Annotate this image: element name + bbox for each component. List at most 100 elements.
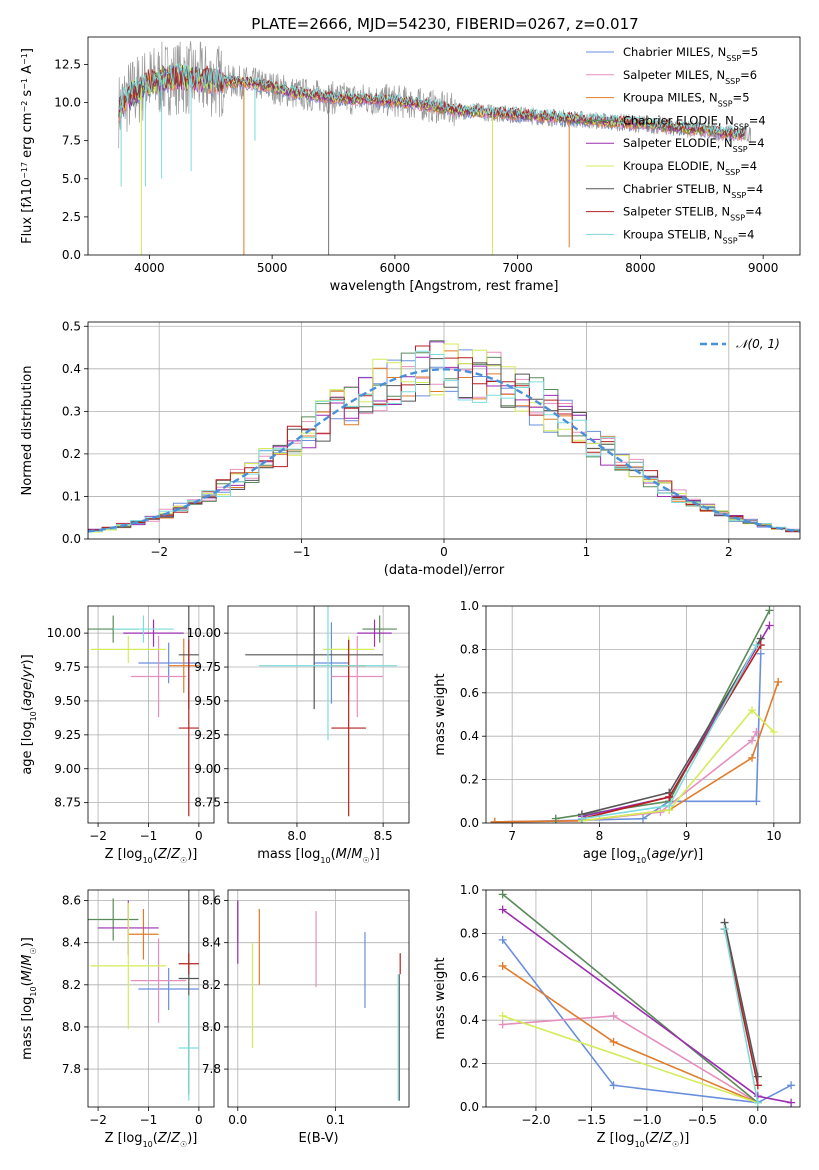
mass-weight-line	[501, 939, 792, 1104]
y-axis-label: age [log10(age/yr)]	[20, 654, 38, 774]
x-tick-label: 9000	[748, 261, 779, 275]
y-tick-label: 1.0	[460, 599, 479, 613]
chart-mass-vs-Z: −2 −1 0 7.8 8.0 8.2 8.4 8.6 Z [log10(Z/Z☉)] mass …	[20, 889, 215, 1149]
histogram-step	[88, 350, 800, 539]
y-tick-label: 7.8	[62, 1062, 81, 1076]
y-tick-label: 7.5	[62, 134, 81, 148]
y-tick-label: 1.0	[460, 883, 479, 897]
y-tick-label: 9.00	[194, 762, 221, 776]
legend-entry: Kroupa MILES, NSSP=5	[623, 91, 750, 109]
mass-weight-marker	[756, 649, 765, 658]
mass-weight-line	[502, 965, 759, 1104]
axes-frame	[485, 605, 801, 824]
x-tick-label: 8	[596, 829, 604, 843]
axes-frame	[87, 321, 801, 540]
y-tick-label: 0.0	[62, 248, 81, 262]
x-tick-label: −1.0	[632, 1113, 661, 1127]
x-axis-label: Z [log10(Z/Z☉)]	[105, 847, 198, 865]
gaussian-curve	[88, 368, 800, 533]
y-tick-label: 10.00	[187, 626, 221, 640]
mass-weight-marker	[765, 621, 774, 630]
y-tick-label: 0.4	[460, 729, 479, 743]
x-tick-label: 10	[766, 829, 781, 843]
x-tick-label: 6000	[380, 261, 411, 275]
x-tick-label: 0	[440, 545, 448, 559]
x-axis-label: wavelength [Angstrom, rest frame]	[330, 279, 559, 294]
mass-weight-marker	[498, 1020, 507, 1029]
mass-weight-line	[723, 922, 759, 1077]
legend-entry: Salpeter MILES, NSSP=6	[623, 68, 757, 86]
x-tick-label: −2	[89, 829, 107, 843]
x-tick-label: −1.5	[577, 1113, 606, 1127]
mass-weight-line	[723, 928, 759, 1103]
mass-weight-marker	[748, 753, 757, 762]
mass-weight-line	[502, 893, 759, 1104]
axes-frame	[87, 36, 801, 256]
mass-weight-marker	[748, 736, 757, 745]
axes-frame	[227, 889, 410, 1108]
y-tick-label: 0.0	[62, 532, 81, 546]
y-tick-label: 8.2	[62, 978, 81, 992]
y-tick-label: 5.0	[62, 172, 81, 186]
x-axis-label: age [log10(age/yr)]	[583, 847, 703, 865]
x-tick-label: 8.5	[374, 829, 393, 843]
mass-weight-marker	[769, 727, 778, 736]
mass-weight-marker	[720, 925, 729, 934]
x-tick-label: 8000	[625, 261, 656, 275]
y-axis-label: mass [log10(M/M☉)]	[20, 937, 38, 1060]
model-spectrum-line	[118, 62, 745, 136]
mass-weight-marker	[498, 935, 507, 944]
x-tick-label: −2	[150, 545, 168, 559]
x-tick-label: 0.1	[326, 1113, 345, 1127]
y-tick-label: 8.75	[54, 796, 81, 810]
y-tick-label: 0.0	[460, 1100, 479, 1114]
mass-weight-marker	[753, 1098, 762, 1107]
y-axis-label: Flux [fλ10−17 erg cm−2 s−1 A−1]	[20, 48, 36, 244]
mass-weight-marker	[787, 1098, 796, 1107]
legend-entry: Salpeter ELODIE, NSSP=4	[623, 136, 765, 154]
x-tick-label: 0	[195, 829, 203, 843]
axes-frame	[87, 889, 215, 1108]
mass-weight-marker	[490, 817, 499, 823]
legend-entry: Salpeter STELIB, NSSP=4	[623, 205, 762, 223]
chart-mass-weight-vs-Z: −2.0 −1.5 −1.0 −0.5 0.0 0.0 0.2 0.4 0.6 0.8 1.0 Z […	[433, 883, 801, 1149]
legend-entry: Kroupa ELODIE, NSSP=4	[623, 159, 757, 177]
chart-age-vs-Z: −2 −1 0 8.75 9.00 9.25 9.50 9.75 10.00 Z [log10(Z…	[20, 605, 215, 865]
y-tick-label: 0.0	[460, 816, 479, 830]
y-tick-label: 0.5	[62, 319, 81, 333]
y-tick-label: 8.0	[202, 1020, 221, 1034]
y-tick-label: 10.00	[47, 626, 81, 640]
plot-area-mass-weight-vs-Z	[486, 890, 800, 1107]
x-tick-label: −0.5	[688, 1113, 717, 1127]
mass-weight-marker	[765, 606, 774, 615]
chart-mass-weight-vs-age: 7 8 9 10 0.0 0.2 0.4 0.6 0.8 1.0 age [log10(age/yr…	[433, 599, 801, 865]
chart-spectrum: 4000 5000 6000 7000 8000 9000 0.0 2.5 5.0 7.5 10.0…	[20, 36, 801, 294]
y-tick-label: 9.25	[54, 728, 81, 742]
y-tick-label: 0.4	[62, 362, 81, 376]
y-tick-label: 0.2	[62, 447, 81, 461]
y-tick-label: 0.2	[460, 1057, 479, 1071]
mass-weight-marker	[752, 641, 761, 650]
x-tick-label: 9	[683, 829, 691, 843]
plot-area-spectrum	[118, 41, 752, 255]
y-tick-label: 0.4	[460, 1013, 479, 1027]
x-tick-label: −1	[140, 829, 158, 843]
mass-weight-marker	[752, 727, 761, 736]
chart-age-vs-mass: 8.0 8.5 8.75 9.00 9.25 9.50 9.75 10.00 mass [log…	[187, 605, 410, 865]
y-tick-label: 9.50	[194, 694, 221, 708]
x-axis-label: mass [log10(M/M☉)]	[257, 847, 380, 865]
x-tick-label: −1	[293, 545, 311, 559]
figure-title: PLATE=2666, MJD=54230, FIBERID=0267, z=0…	[251, 15, 638, 33]
y-tick-label: 9.75	[54, 660, 81, 674]
y-tick-label: 8.4	[202, 936, 221, 950]
mass-weight-marker	[752, 797, 761, 806]
mass-weight-line	[555, 609, 771, 820]
x-tick-label: −2	[89, 1113, 107, 1127]
y-tick-label: 0.6	[460, 970, 479, 984]
mass-weight-marker	[787, 1081, 796, 1090]
y-tick-label: 2.5	[62, 210, 81, 224]
y-tick-label: 0.3	[62, 404, 81, 418]
x-tick-label: 4000	[134, 261, 165, 275]
y-tick-label: 8.2	[202, 978, 221, 992]
x-tick-label: 7000	[502, 261, 533, 275]
